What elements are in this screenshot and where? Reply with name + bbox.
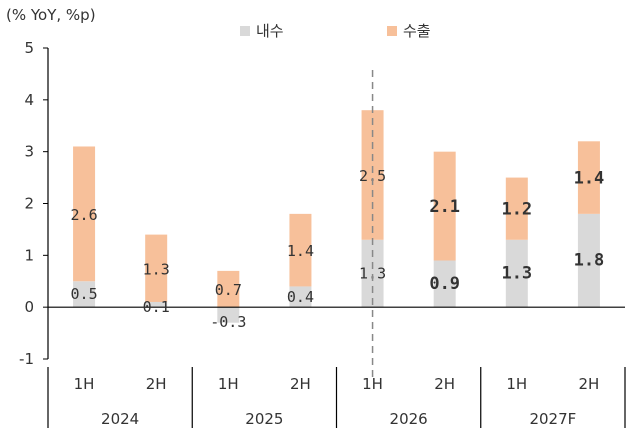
legend-label-domestic: 내수 (256, 22, 284, 40)
x-category-label: 1H (506, 375, 527, 393)
y-tick-label: 0 (24, 298, 34, 316)
bar-segment-export (217, 270, 240, 308)
x-category-label: 2H (579, 375, 600, 393)
data-label-domestic: 0.4 (287, 288, 314, 306)
x-category-label: 2H (146, 375, 167, 393)
data-label-export: 1.3 (143, 260, 170, 278)
bar-segment-export (145, 234, 168, 302)
data-label-domestic: 0.1 (143, 298, 170, 316)
bar-segment-domestic (433, 260, 456, 308)
data-label-domestic: 0.9 (429, 274, 460, 294)
x-category-label: 1H (218, 375, 239, 393)
bar-segment-domestic (505, 239, 528, 308)
y-tick-label: 3 (24, 143, 34, 161)
data-label-domestic: 1.3 (501, 263, 532, 283)
y-tick-label: 5 (24, 39, 34, 57)
y-tick-label: -1 (19, 350, 34, 368)
bar-segment-domestic (577, 213, 600, 308)
x-group-label: 2026 (390, 410, 428, 428)
x-category-label: 2H (434, 375, 455, 393)
bar-segment-domestic (145, 301, 168, 308)
bar-segment-domestic (289, 286, 312, 308)
bar-segment-domestic (217, 307, 240, 323)
bar-segment-export (433, 151, 456, 261)
bar-segment-domestic (73, 281, 96, 308)
data-label-export: 2.1 (429, 197, 460, 217)
bar-segment-export (361, 110, 384, 240)
bar-segment-export (73, 146, 96, 282)
y-tick-label: 2 (24, 195, 34, 213)
data-label-export: 1.2 (501, 200, 532, 220)
x-group-label: 2025 (245, 410, 283, 428)
x-category-label: 1H (74, 375, 95, 393)
x-group-label: 2027F (529, 410, 576, 428)
legend-item-export: 수출 (387, 20, 431, 41)
data-label-domestic: 0.5 (71, 285, 98, 303)
bar-segment-export (577, 141, 600, 214)
legend-label-export: 수출 (403, 22, 431, 40)
y-tick-label: 4 (24, 91, 34, 109)
legend-item-domestic: 내수 (240, 20, 284, 41)
bar-segment-export (505, 177, 528, 240)
y-tick-label: 1 (24, 246, 34, 264)
data-label-domestic: 1.8 (574, 251, 605, 271)
data-label-export: 2.6 (71, 206, 98, 224)
x-category-label: 1H (362, 375, 383, 393)
y-axis-label: (% YoY, %p) (6, 6, 96, 24)
bar-segment-domestic (361, 239, 384, 308)
data-label-export: 0.7 (215, 281, 242, 299)
data-label-export: 1.4 (287, 242, 314, 260)
data-label-domestic: -0.3 (210, 313, 246, 331)
legend-swatch-export (387, 25, 397, 36)
bar-segment-export (289, 213, 312, 287)
data-label-export: 2.5 (359, 167, 386, 185)
x-group-label: 2024 (101, 410, 139, 428)
data-label-domestic: 1.3 (359, 264, 386, 282)
data-label-export: 1.4 (574, 169, 605, 189)
x-category-label: 2H (290, 375, 311, 393)
legend-swatch-domestic (240, 25, 250, 36)
